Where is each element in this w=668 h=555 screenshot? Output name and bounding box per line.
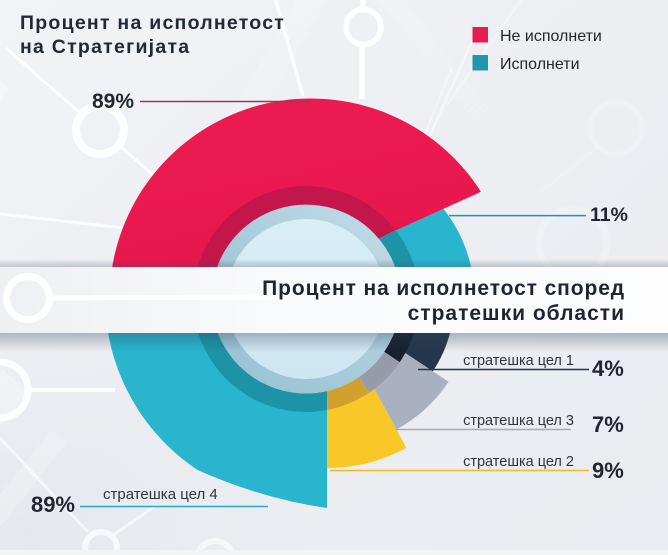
svg-text:стратешка цел 4: стратешка цел 4 xyxy=(103,486,218,503)
svg-text:9%: 9% xyxy=(592,458,624,483)
svg-text:Исполнети: Исполнети xyxy=(500,56,580,73)
svg-text:Не исполнети: Не исполнети xyxy=(500,28,602,45)
svg-text:стратешка цел 2: стратешка цел 2 xyxy=(463,454,574,470)
svg-text:стратешка цел 1: стратешка цел 1 xyxy=(463,353,574,369)
svg-text:4%: 4% xyxy=(592,356,624,381)
svg-text:89%: 89% xyxy=(92,90,134,113)
svg-text:Процент на исполнетост според: Процент на исполнетост според xyxy=(262,277,625,300)
svg-text:7%: 7% xyxy=(592,412,624,437)
svg-text:11%: 11% xyxy=(590,204,628,226)
svg-text:стратешка цел 3: стратешка цел 3 xyxy=(463,413,574,429)
svg-text:89%: 89% xyxy=(31,492,75,517)
svg-text:на Стратегијата: на Стратегијата xyxy=(20,36,190,58)
svg-text:стратешки области: стратешки области xyxy=(408,302,625,325)
svg-text:Процент на исполнетост: Процент на исполнетост xyxy=(20,12,285,34)
